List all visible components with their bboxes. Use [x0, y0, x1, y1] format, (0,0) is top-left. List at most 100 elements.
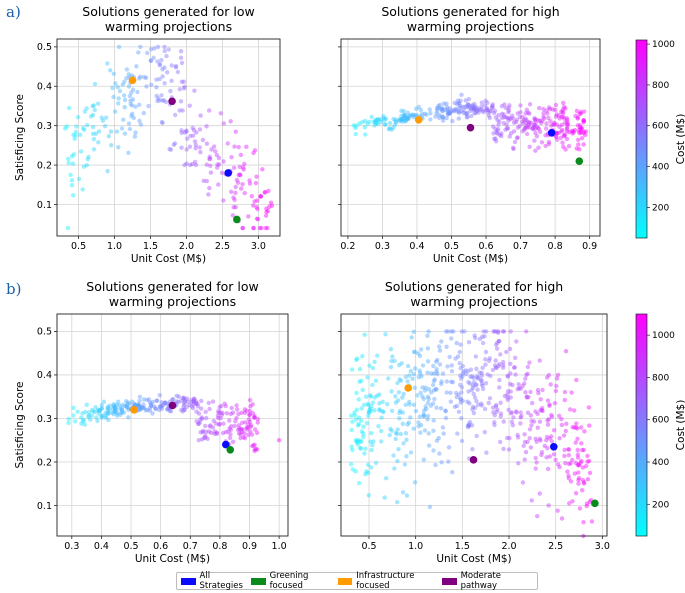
- solution-point: [404, 437, 409, 442]
- solution-point: [252, 199, 257, 204]
- solution-point: [80, 419, 86, 424]
- solution-point: [264, 209, 269, 215]
- solution-point: [402, 462, 408, 467]
- solution-point: [487, 356, 492, 361]
- solution-point: [524, 107, 529, 113]
- solution-point: [410, 376, 415, 381]
- solution-point: [154, 77, 159, 82]
- solution-point: [477, 370, 482, 375]
- solution-point: [441, 101, 446, 106]
- solution-point: [201, 428, 206, 434]
- solution-point: [414, 106, 419, 112]
- solution-point: [461, 110, 466, 116]
- solution-point: [231, 205, 236, 210]
- solution-point: [505, 389, 511, 394]
- solution-point: [203, 435, 208, 440]
- solution-point: [475, 108, 480, 113]
- solution-point: [476, 110, 481, 115]
- solution-point: [462, 104, 468, 110]
- solution-point: [469, 113, 474, 119]
- solution-point: [501, 365, 506, 370]
- solution-point: [497, 377, 502, 383]
- solution-point: [251, 150, 256, 156]
- solution-point: [181, 396, 186, 401]
- solution-point: [526, 122, 532, 128]
- solution-point: [522, 127, 527, 132]
- solution-point: [581, 119, 587, 124]
- solution-point: [552, 401, 558, 406]
- solution-point: [177, 108, 182, 113]
- solution-point: [527, 125, 532, 130]
- solution-point: [252, 414, 257, 419]
- solution-point: [511, 146, 516, 152]
- solution-point: [485, 107, 490, 113]
- solution-point: [435, 357, 440, 363]
- solution-point: [191, 399, 196, 404]
- solution-point: [157, 404, 163, 409]
- solution-point: [370, 400, 376, 405]
- plot-frame: [56, 38, 281, 237]
- solution-point: [554, 376, 560, 381]
- solution-point: [522, 457, 527, 462]
- solution-point: [152, 404, 157, 409]
- solution-point: [381, 113, 386, 119]
- solution-point: [440, 106, 445, 111]
- solution-point: [522, 439, 528, 445]
- solution-point: [150, 399, 155, 405]
- x-tick-label: 0.4: [409, 241, 424, 252]
- solution-point: [160, 74, 165, 79]
- solution-point: [444, 379, 449, 384]
- solution-point: [493, 403, 499, 408]
- solution-point: [507, 103, 512, 108]
- solution-point: [173, 112, 178, 118]
- solution-point: [537, 105, 542, 111]
- solution-point: [536, 145, 541, 150]
- solution-point: [79, 415, 84, 420]
- solution-point: [195, 401, 200, 407]
- solution-point: [253, 446, 259, 452]
- solution-point: [401, 109, 407, 114]
- solution-point: [244, 408, 249, 413]
- solution-point: [535, 387, 541, 393]
- solution-point: [111, 71, 117, 77]
- solution-point: [545, 111, 550, 116]
- solution-point: [566, 476, 571, 481]
- solution-point: [506, 118, 511, 123]
- solution-point: [392, 358, 397, 364]
- solution-point: [178, 55, 184, 60]
- solution-point: [456, 109, 462, 114]
- solution-point: [471, 105, 476, 110]
- solution-point: [162, 400, 167, 405]
- solution-point: [132, 401, 137, 407]
- solution-point: [354, 390, 359, 396]
- solution-point: [448, 390, 453, 395]
- solution-point: [445, 111, 451, 116]
- solution-point: [505, 126, 510, 131]
- x-tick-label: 0.3: [375, 241, 390, 252]
- solution-point: [529, 418, 534, 424]
- solution-point: [83, 409, 88, 415]
- solution-point: [357, 121, 362, 126]
- solution-point: [217, 405, 222, 410]
- solution-point: [269, 203, 275, 208]
- solution-point: [574, 421, 579, 426]
- solution-point: [570, 499, 575, 504]
- solution-point: [520, 121, 526, 126]
- solution-point: [238, 152, 244, 158]
- solution-point: [233, 419, 238, 424]
- solution-point: [573, 460, 578, 466]
- solution-point: [176, 394, 182, 399]
- solution-point: [508, 116, 513, 122]
- solution-point: [486, 400, 491, 406]
- solution-point: [413, 408, 419, 414]
- colorbar-tick-label: 600: [652, 122, 669, 132]
- solution-point: [541, 111, 546, 116]
- solution-point: [497, 361, 502, 367]
- highlight-all-strategies: [547, 128, 556, 137]
- highlight-infrastructure-focused: [130, 405, 138, 414]
- solution-point: [551, 428, 557, 433]
- solution-point: [561, 133, 567, 138]
- solution-point: [505, 435, 510, 441]
- solution-point: [234, 403, 239, 408]
